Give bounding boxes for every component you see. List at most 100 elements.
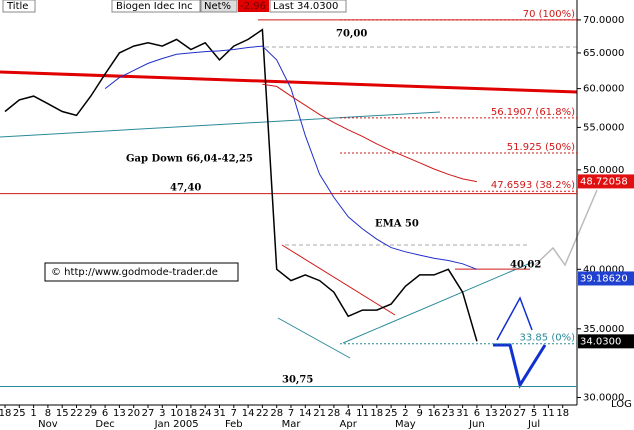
y-tick-label: 55.0000 bbox=[583, 122, 624, 133]
fib-label: 56.1907 (61.8%) bbox=[491, 107, 575, 118]
x-tick-label: 18 bbox=[185, 408, 198, 419]
trendline bbox=[0, 111, 441, 138]
x-tick-label: 20 bbox=[127, 408, 140, 419]
x-tick-label: 2 bbox=[402, 408, 408, 419]
x-tick-label: 18 bbox=[370, 408, 383, 419]
x-tick-label: 29 bbox=[84, 408, 97, 419]
x-tick-label: 7 bbox=[231, 408, 237, 419]
symbol: Biogen Idec Inc bbox=[116, 1, 193, 12]
x-tick-label: 16 bbox=[428, 408, 441, 419]
price-label: 34.0300 bbox=[580, 336, 621, 347]
x-tick-label: 18 bbox=[556, 408, 569, 419]
last-price: Last 34.0300 bbox=[273, 1, 338, 12]
symbol-box bbox=[111, 0, 201, 13]
price-label-box bbox=[578, 174, 634, 189]
x-tick-label: 14 bbox=[242, 408, 255, 419]
fib-label: 47.6593 (38.2%) bbox=[491, 180, 575, 191]
y-tick-label: 30.0000 bbox=[583, 393, 624, 404]
annotation: Gap Down 66,04-42,25 bbox=[126, 154, 253, 165]
moving-average bbox=[104, 45, 478, 270]
month-label: Dec bbox=[95, 419, 114, 430]
x-tick-label: 7 bbox=[288, 408, 294, 419]
level-label: 70,00 bbox=[336, 29, 367, 40]
x-tick-label: 5 bbox=[531, 408, 537, 419]
change-box bbox=[238, 0, 269, 12]
x-tick-label: 6 bbox=[102, 408, 108, 419]
watermark-box bbox=[44, 262, 239, 282]
price-line bbox=[4, 28, 478, 342]
month-label: Mar bbox=[282, 419, 302, 430]
x-tick-label: 8 bbox=[45, 408, 51, 419]
projection bbox=[493, 343, 547, 389]
month-label: Jun bbox=[468, 419, 485, 430]
net-box bbox=[200, 0, 238, 13]
y-tick-label: 65.0000 bbox=[583, 48, 624, 59]
change-label: Net% bbox=[204, 1, 231, 12]
fib-label: 70 (100%) bbox=[523, 9, 575, 20]
level-label: 40,02 bbox=[510, 260, 541, 271]
x-tick-label: 25 bbox=[385, 408, 398, 419]
ema-label: EMA 50 bbox=[375, 219, 419, 230]
price-label-box bbox=[578, 334, 634, 349]
price-label: 48.72058 bbox=[580, 176, 628, 187]
x-tick-label: 22 bbox=[70, 408, 83, 419]
x-tick-label: 28 bbox=[270, 408, 283, 419]
month-label: Apr bbox=[340, 419, 358, 430]
watermark: © http://www.godmode-trader.de bbox=[51, 267, 218, 278]
x-tick-label: 11 bbox=[356, 408, 369, 419]
x-tick-label: 10 bbox=[170, 408, 183, 419]
fib-label: 33.85 (0%) bbox=[520, 333, 576, 344]
channel-line bbox=[281, 244, 396, 316]
x-tick-label: 11 bbox=[542, 408, 555, 419]
x-tick-label: 3 bbox=[159, 408, 165, 419]
x-tick-label: 1 bbox=[30, 408, 36, 419]
plot: 70.0000 65.0000 60.0000 55.0000 50.0000 40.00… bbox=[0, 9, 634, 430]
x-tick-label: 23 bbox=[442, 408, 455, 419]
x-tick-label: 6 bbox=[474, 408, 480, 419]
x-tick-label: 20 bbox=[499, 408, 512, 419]
month-label: Jul bbox=[527, 419, 540, 430]
trendline bbox=[0, 70, 578, 94]
x-tick-label: 31 bbox=[213, 408, 226, 419]
x-tick-label: 13 bbox=[485, 408, 498, 419]
x-tick-label: 13 bbox=[113, 408, 126, 419]
month-label: May bbox=[395, 419, 416, 430]
level-label: 47,40 bbox=[170, 183, 201, 194]
y-tick-label: 40.0000 bbox=[583, 264, 624, 275]
x-tick-label: 18 bbox=[0, 408, 11, 419]
x-tick-label: 27 bbox=[142, 408, 155, 419]
channel-line bbox=[277, 317, 351, 359]
y-tick-label: 70.0000 bbox=[583, 15, 624, 26]
x-tick-label: 31 bbox=[456, 408, 469, 419]
x-tick-label: 4 bbox=[345, 408, 351, 419]
x-tick-label: 15 bbox=[56, 408, 69, 419]
x-tick-label: 14 bbox=[299, 408, 312, 419]
y-tick-label: 35.0000 bbox=[583, 324, 624, 335]
last-box bbox=[269, 0, 347, 13]
month-label: Nov bbox=[38, 419, 58, 430]
channel-line bbox=[342, 261, 534, 344]
x-tick-label: 24 bbox=[199, 408, 212, 419]
y-tick-label: 60.0000 bbox=[583, 84, 624, 95]
tab bbox=[2, 0, 36, 13]
change: -2.96 bbox=[240, 1, 266, 12]
x-tick-label: 9 bbox=[417, 408, 423, 419]
x-tick-label: 21 bbox=[313, 408, 326, 419]
fib-label: 51.925 (50%) bbox=[507, 142, 575, 153]
x-tick-label: 28 bbox=[328, 408, 341, 419]
level-label: 30,75 bbox=[282, 375, 313, 386]
scale-label: LOG bbox=[611, 399, 632, 410]
price-label-box bbox=[578, 271, 634, 286]
moving-average bbox=[262, 83, 477, 183]
x-tick-label: 22 bbox=[256, 408, 269, 419]
x-tick-label: 27 bbox=[513, 408, 526, 419]
title-tab: Title bbox=[6, 1, 28, 12]
y-tick-label: 50.0000 bbox=[583, 165, 624, 176]
x-tick-label: 25 bbox=[13, 408, 26, 419]
price-label: 39.18620 bbox=[580, 273, 628, 284]
month-label: Jan 2005 bbox=[154, 419, 199, 430]
month-label: Feb bbox=[225, 419, 243, 430]
projection bbox=[534, 189, 598, 267]
